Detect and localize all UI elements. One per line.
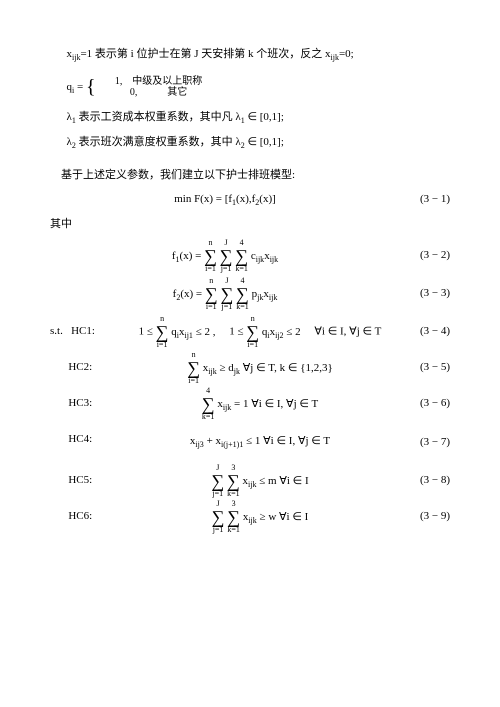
hc3-label: HC3: xyxy=(68,397,92,409)
hc6-row: s.t. HC6: J∑j=1 3∑k=1 xijk ≥ w ∀i ∈ I (3… xyxy=(50,500,450,534)
hc5-row: s.t. HC5: J∑j=1 3∑k=1 xijk ≤ m ∀i ∈ I (3… xyxy=(50,464,450,498)
eq-num-36: (3 − 6) xyxy=(400,395,450,413)
qi-definition: qi = { 1, 中级及以上职称 0, 其它 xyxy=(50,71,450,103)
hc1-label: HC1: xyxy=(71,325,95,337)
eq-num-32: (3 − 2) xyxy=(400,247,450,265)
hc6-label: HC6: xyxy=(68,510,92,522)
hc2-eq: n∑i=1 xijk ≥ djk ∀j ∈ T, k ∈ {1,2,3} xyxy=(120,351,400,385)
hc2-row: s.t. HC2: n∑i=1 xijk ≥ djk ∀j ∈ T, k ∈ {… xyxy=(50,351,450,385)
hc3-row: s.t. HC3: 4∑k=1 xijk = 1 ∀i ∈ I, ∀j ∈ T … xyxy=(50,387,450,421)
lambda1-def: λ1 表示工资成本权重系数，其中凡 λ1 ∈ [0,1]; xyxy=(50,109,450,128)
eq-num-31: (3 − 1) xyxy=(400,191,450,209)
eq-minF-body: min F(x) = [f1(x),f2(x)] xyxy=(50,191,400,210)
eq-f1: f1(x) = n∑i=1 J∑j=1 4∑k=1 cijkxijk (3 − … xyxy=(50,239,450,273)
hc4-row: s.t. HC4: xij3 + xi(j+1)1 ≤ 1 ∀i ∈ I, ∀j… xyxy=(50,423,450,462)
hc2-label: HC2: xyxy=(68,361,92,373)
brace-icon: { xyxy=(86,76,96,98)
lambda2-def: λ2 表示班次满意度权重系数，其中 λ2 ∈ [0,1]; xyxy=(50,134,450,153)
qi-case2: 0, 其它 xyxy=(98,87,202,98)
hc4-label: HC4: xyxy=(68,433,92,445)
eq-minF: min F(x) = [f1(x),f2(x)] (3 − 1) xyxy=(50,191,450,210)
xijk-definition: xijk=1 表示第 i 位护士在第 J 天安排第 k 个班次，反之 xijk=… xyxy=(50,46,450,65)
hc5-label: HC5: xyxy=(68,474,92,486)
qi-case1: 1, 中级及以上职称 xyxy=(98,76,202,87)
hc4-eq: xij3 + xi(j+1)1 ≤ 1 ∀i ∈ I, ∀j ∈ T xyxy=(120,423,400,462)
eq-f2: f2(x) = n∑i=1 J∑j=1 4∑k=1 pjkxijk (3 − 3… xyxy=(50,277,450,311)
hc6-eq: J∑j=1 3∑k=1 xijk ≥ w ∀i ∈ I xyxy=(120,500,400,534)
eq-num-33: (3 − 3) xyxy=(400,285,450,303)
model-intro: 基于上述定义参数，我们建立以下护士排班模型: xyxy=(50,167,450,185)
eq-num-38: (3 − 8) xyxy=(400,472,450,490)
eq-num-35: (3 − 5) xyxy=(400,359,450,377)
eq-num-34: (3 − 4) xyxy=(400,323,450,341)
eq-f2-body: f2(x) = n∑i=1 J∑j=1 4∑k=1 pjkxijk xyxy=(50,277,400,311)
st-label: s.t. xyxy=(50,325,63,337)
eq-f1-body: f1(x) = n∑i=1 J∑j=1 4∑k=1 cijkxijk xyxy=(50,239,400,273)
hc1-row: s.t. HC1: 1 ≤ n∑i=1 qixij1 ≤ 2 , 1 ≤ n∑i… xyxy=(50,315,450,349)
eq-num-39: (3 − 9) xyxy=(400,508,450,526)
hc3-eq: 4∑k=1 xijk = 1 ∀i ∈ I, ∀j ∈ T xyxy=(120,387,400,421)
hc5-eq: J∑j=1 3∑k=1 xijk ≤ m ∀i ∈ I xyxy=(120,464,400,498)
hc1-eq: 1 ≤ n∑i=1 qixij1 ≤ 2 , 1 ≤ n∑i=1 qixij2 … xyxy=(120,315,400,349)
qi-left: qi = xyxy=(67,81,86,93)
qi-cases: 1, 中级及以上职称 0, 其它 xyxy=(98,76,202,98)
where-label: 其中 xyxy=(50,216,450,234)
eq-num-37: (3 − 7) xyxy=(400,434,450,452)
